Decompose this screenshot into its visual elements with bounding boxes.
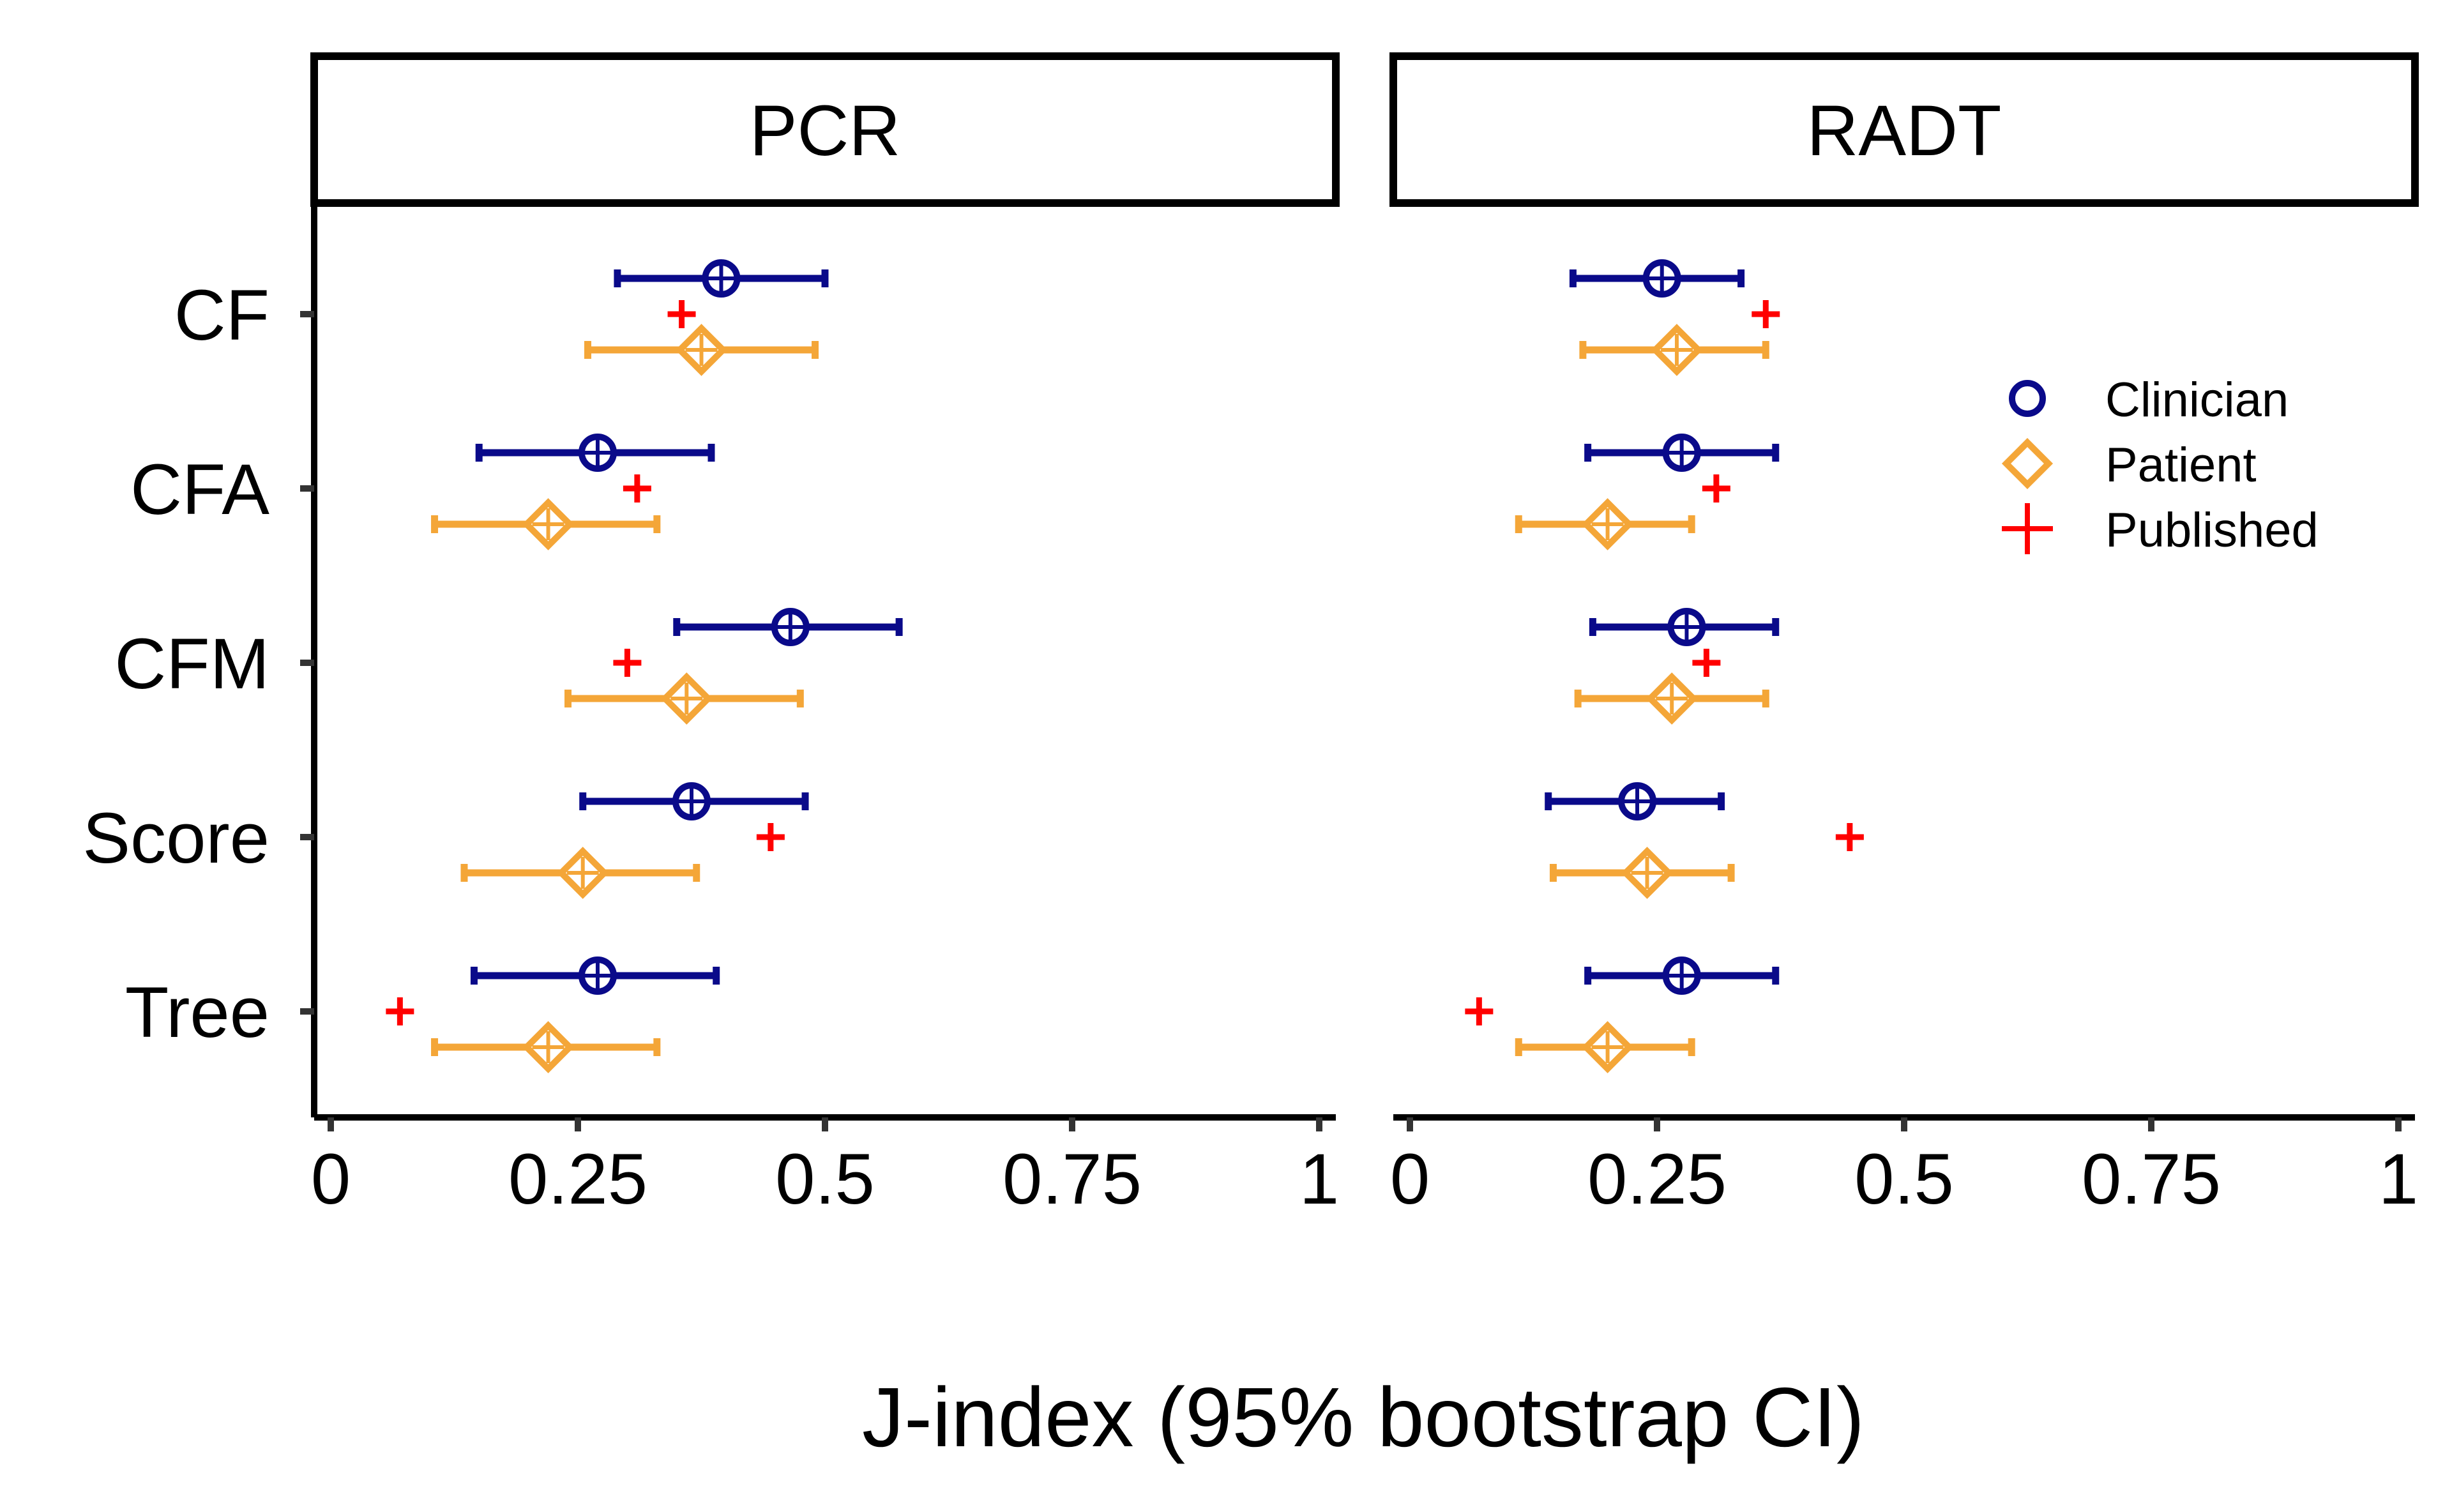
panel-radt: RADT 0 0.25 0.5 0.75 1 [1389,52,2419,1219]
patient-estimate [460,847,700,899]
legend-label: Clinician [2105,373,2289,427]
clinician-estimate [1589,608,1780,646]
facet-strip [310,52,1340,207]
x-tick-label: 1 [1299,1139,1339,1219]
published-point [1702,474,1730,503]
series-patient [431,324,819,1073]
patient-estimate [1579,324,1769,376]
clinician-estimate [614,259,829,298]
clinician-estimate [470,956,720,995]
y-tick-label: Tree [125,972,269,1052]
series-published [1465,300,1864,1025]
published-point [613,649,642,677]
patient-estimate [1515,498,1695,550]
x-tick-label: 0 [1390,1139,1430,1219]
series-patient [1515,324,1769,1073]
clinician-estimate [1584,956,1780,995]
legend-label: Published [2105,503,2319,557]
x-tick-label: 0.25 [508,1139,647,1219]
patient-estimate [584,324,819,376]
patient-estimate [1515,1021,1695,1073]
y-tick-label: Score [82,798,269,878]
x-tick-label: 0.25 [1587,1139,1727,1219]
clinician-estimate [1584,434,1780,472]
patient-estimate [564,672,804,725]
clinician-estimate [475,434,715,472]
published-point [1752,300,1780,328]
published-point [1835,823,1864,851]
x-axis-title: J-index (95% bootstrap CI) [862,1370,1865,1464]
x-tick-label: 0.75 [2082,1139,2221,1219]
panel-pcr: PCR 0 0.25 0.5 0.75 1 CF CFA CFM Score Tree [82,52,1340,1219]
x-tick-label: 1 [2379,1139,2418,1219]
y-tick-label: CFM [114,624,269,704]
series-published [386,300,785,1025]
x-tick-label: 0 [311,1139,351,1219]
published-point [386,997,414,1025]
clinician-estimate [673,608,903,646]
clinician-estimate [579,782,809,820]
patient-estimate [431,1021,661,1073]
facet-strip-label: PCR [750,91,900,170]
y-tick-label: CF [174,275,269,355]
legend-entry-clinician: Clinician [2009,373,2289,427]
patient-estimate [1574,672,1769,725]
legend-key-circle [2009,380,2046,417]
facet-strip-label: RADT [1807,91,2002,170]
published-point [1465,997,1494,1025]
legend: Clinician Patient Published [2001,373,2319,557]
published-point [756,823,785,851]
series-clinician [1545,259,1780,995]
clinician-estimate [1545,782,1725,820]
legend-key-diamond [2001,437,2054,490]
x-tick-label: 0.75 [1003,1139,1142,1219]
patient-estimate [431,498,661,550]
legend-entry-published: Published [2002,503,2319,557]
facet-strip [1389,52,2419,207]
facet-panels: PCR 0 0.25 0.5 0.75 1 CF CFA CFM Score Tree RADT 0 0.… [82,52,2419,1219]
published-point [667,300,696,328]
published-point [623,474,651,503]
published-point [1692,649,1721,677]
legend-entry-patient: Patient [2001,437,2257,492]
y-tick-label: CFA [130,450,269,529]
x-tick-label: 0.5 [1854,1139,1954,1219]
patient-estimate [1549,847,1735,899]
clinician-estimate [1569,259,1745,298]
series-clinician [470,259,903,995]
legend-label: Patient [2105,438,2257,492]
x-tick-label: 0.5 [775,1139,875,1219]
